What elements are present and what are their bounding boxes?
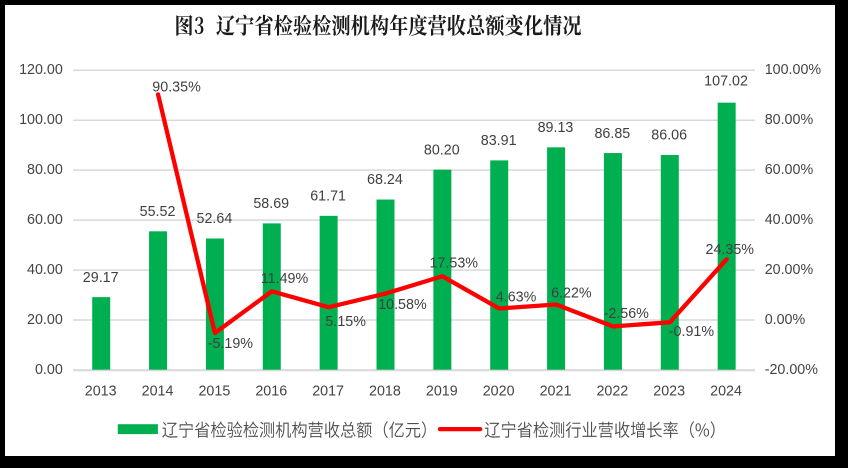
svg-text:4.63%: 4.63% [496, 289, 537, 305]
svg-text:20.00: 20.00 [27, 312, 63, 328]
svg-text:2018: 2018 [369, 383, 401, 399]
svg-text:2013: 2013 [85, 383, 117, 399]
svg-text:0.00: 0.00 [35, 362, 63, 378]
svg-text:2019: 2019 [426, 383, 458, 399]
svg-text:-2.56%: -2.56% [604, 306, 650, 322]
svg-text:89.13: 89.13 [538, 120, 574, 136]
svg-text:58.69: 58.69 [253, 196, 289, 212]
svg-text:2020: 2020 [483, 383, 515, 399]
svg-text:61.71: 61.71 [310, 189, 346, 205]
svg-text:2015: 2015 [198, 383, 230, 399]
svg-text:11.49%: 11.49% [261, 271, 309, 287]
svg-text:107.02: 107.02 [704, 74, 748, 90]
svg-text:0.00%: 0.00% [765, 312, 806, 328]
svg-text:40.00%: 40.00% [765, 212, 814, 228]
svg-text:2023: 2023 [653, 383, 685, 399]
svg-text:17.53%: 17.53% [430, 256, 479, 272]
svg-text:80.00: 80.00 [27, 162, 63, 178]
svg-text:20.00%: 20.00% [765, 262, 814, 278]
svg-text:100.00%: 100.00% [765, 62, 822, 78]
svg-text:90.35%: 90.35% [152, 79, 201, 95]
svg-text:40.00: 40.00 [27, 262, 63, 278]
svg-text:120.00: 120.00 [19, 62, 63, 78]
svg-text:86.06: 86.06 [651, 128, 687, 144]
svg-text:5.15%: 5.15% [325, 314, 366, 330]
svg-text:24.35%: 24.35% [706, 242, 755, 258]
svg-text:83.91: 83.91 [481, 133, 517, 149]
svg-text:2017: 2017 [312, 383, 344, 399]
svg-text:2021: 2021 [540, 383, 572, 399]
svg-text:68.24: 68.24 [367, 172, 403, 188]
svg-text:-5.19%: -5.19% [208, 336, 254, 352]
svg-text:2016: 2016 [255, 383, 287, 399]
svg-text:52.64: 52.64 [197, 211, 233, 227]
svg-text:2024: 2024 [710, 383, 742, 399]
svg-text:100.00: 100.00 [19, 112, 63, 128]
svg-text:6.22%: 6.22% [551, 286, 592, 302]
svg-text:29.17: 29.17 [83, 270, 119, 286]
svg-text:2022: 2022 [596, 383, 628, 399]
svg-text:60.00%: 60.00% [765, 162, 814, 178]
svg-text:55.52: 55.52 [140, 204, 176, 220]
svg-text:10.58%: 10.58% [378, 297, 427, 313]
svg-text:80.00%: 80.00% [765, 112, 814, 128]
svg-text:80.20: 80.20 [424, 142, 460, 158]
svg-text:-20.00%: -20.00% [765, 362, 819, 378]
svg-text:2014: 2014 [142, 383, 174, 399]
svg-text:86.85: 86.85 [594, 126, 630, 142]
svg-text:-0.91%: -0.91% [669, 324, 715, 340]
svg-text:60.00: 60.00 [27, 212, 63, 228]
